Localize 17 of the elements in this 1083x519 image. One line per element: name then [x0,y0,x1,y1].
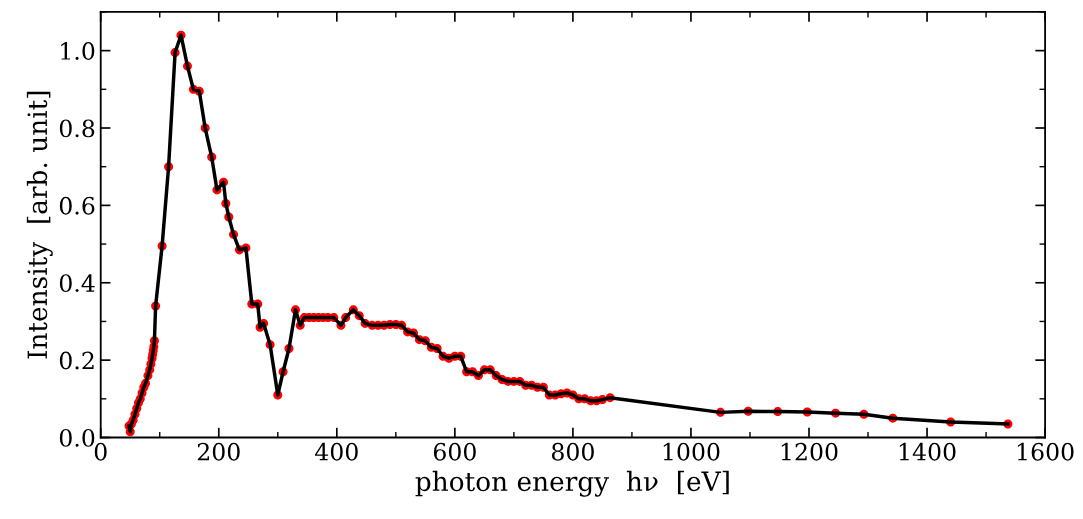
x-tick-label: 0 [94,442,107,461]
y-tick-label: 0.6 [59,196,95,215]
x-axis-title: photon energy hν [eV] [415,470,729,497]
y-tick-label: 1.0 [61,42,95,60]
x-tick-label: 200 [197,442,240,461]
x-tick-label: 1400 [899,442,956,461]
x-tick-label: 1000 [663,442,720,461]
y-tick-label: 0.2 [59,351,94,370]
x-tick-label: 800 [551,442,594,461]
y-tick-label: 0.8 [59,119,95,138]
y-tick-label: 0.4 [59,274,95,293]
x-tick-label: 1600 [1017,442,1074,461]
x-tick-label: 400 [315,442,358,461]
x-tick-label: 1200 [781,442,838,461]
y-tick-label: 0.0 [59,428,95,447]
x-tick-label: 600 [433,442,476,461]
y-axis-title: Intensity [arb. unit] [26,91,53,359]
